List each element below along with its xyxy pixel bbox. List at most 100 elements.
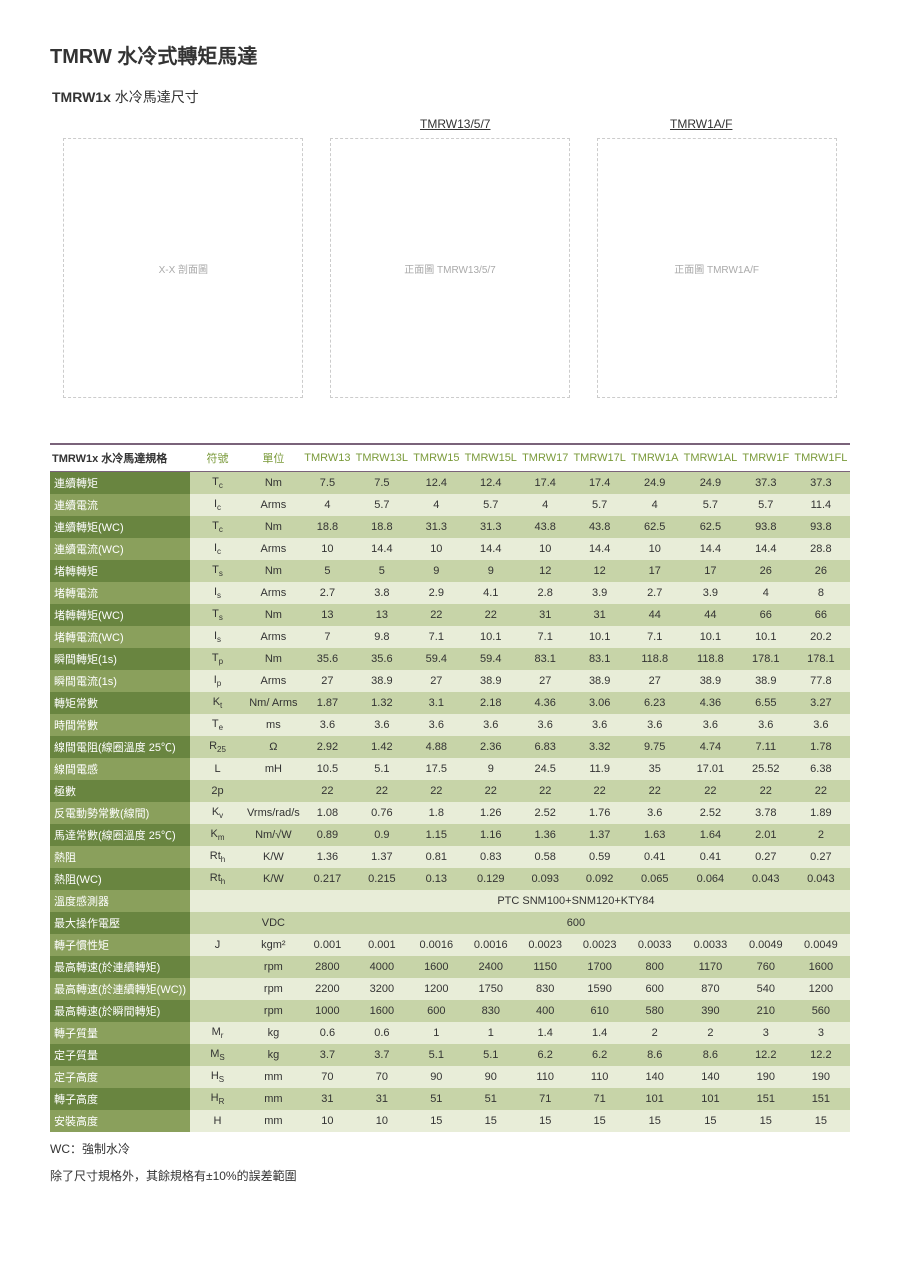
table-row: 反電動勢常數(線間)KvVrms/rad/s1.080.761.81.262.5… xyxy=(50,802,850,824)
diagram-2: 正面圖 TMRW13/5/7 xyxy=(330,138,570,398)
subtitle-code: TMRW1x xyxy=(52,89,111,105)
row-value: 5.7 xyxy=(681,494,740,516)
row-symbol: Te xyxy=(190,714,245,736)
row-value: 4.36 xyxy=(681,692,740,714)
row-value: 0.129 xyxy=(462,868,520,890)
row-label: 堵轉轉矩 xyxy=(50,560,190,582)
row-value: 151 xyxy=(792,1088,850,1110)
table-row: 轉子慣性矩Jkgm²0.0010.0010.00160.00160.00230.… xyxy=(50,934,850,956)
row-value: 9.8 xyxy=(353,626,411,648)
row-value: 7.11 xyxy=(740,736,792,758)
row-value: 3.6 xyxy=(302,714,353,736)
row-label: 堵轉轉矩(WC) xyxy=(50,604,190,626)
row-value: 22 xyxy=(520,780,571,802)
row-value: 0.59 xyxy=(571,846,629,868)
row-value: 5.7 xyxy=(462,494,520,516)
row-value: 6.83 xyxy=(520,736,571,758)
row-value: 15 xyxy=(520,1110,571,1132)
row-label: 堵轉電流 xyxy=(50,582,190,604)
row-label: 極數 xyxy=(50,780,190,802)
row-value: 3.6 xyxy=(520,714,571,736)
row-value: 12.2 xyxy=(792,1044,850,1066)
row-value: 0.0016 xyxy=(462,934,520,956)
row-value: 2.52 xyxy=(681,802,740,824)
row-value: 6.55 xyxy=(740,692,792,714)
row-value: 28.8 xyxy=(792,538,850,560)
row-value: 0.83 xyxy=(462,846,520,868)
row-symbol: Kt xyxy=(190,692,245,714)
diagram-1: X-X 剖面圖 xyxy=(63,138,303,398)
row-value: 59.4 xyxy=(411,648,462,670)
row-value: 1.78 xyxy=(792,736,850,758)
row-value: 540 xyxy=(740,978,792,1000)
row-value: 2400 xyxy=(462,956,520,978)
row-value: 12.4 xyxy=(462,472,520,495)
row-value: 27 xyxy=(411,670,462,692)
row-value: 0.0049 xyxy=(792,934,850,956)
row-value: 3.6 xyxy=(628,802,681,824)
row-value: 51 xyxy=(411,1088,462,1110)
row-value: 1600 xyxy=(792,956,850,978)
row-value: 14.4 xyxy=(462,538,520,560)
row-unit: kg xyxy=(245,1044,302,1066)
row-symbol: Ip xyxy=(190,670,245,692)
row-symbol: HR xyxy=(190,1088,245,1110)
row-value: 4.1 xyxy=(462,582,520,604)
row-value: 1.8 xyxy=(411,802,462,824)
row-value: 11.4 xyxy=(792,494,850,516)
row-value: 118.8 xyxy=(681,648,740,670)
col-m: TMRW13L xyxy=(353,444,411,472)
row-value: 22 xyxy=(353,780,411,802)
row-value: 3.6 xyxy=(740,714,792,736)
row-value: 0.0049 xyxy=(740,934,792,956)
row-value: 2.01 xyxy=(740,824,792,846)
row-unit: Vrms/rad/s xyxy=(245,802,302,824)
row-value: 22 xyxy=(740,780,792,802)
row-value: 43.8 xyxy=(520,516,571,538)
row-value: 4 xyxy=(411,494,462,516)
row-value: 1750 xyxy=(462,978,520,1000)
row-value: 15 xyxy=(628,1110,681,1132)
row-value: 2 xyxy=(681,1022,740,1044)
row-merged: PTC SNM100+SNM120+KTY84 xyxy=(302,890,850,912)
row-value: 190 xyxy=(740,1066,792,1088)
row-value: 610 xyxy=(571,1000,629,1022)
row-unit xyxy=(245,780,302,802)
row-value: 38.9 xyxy=(571,670,629,692)
row-value: 18.8 xyxy=(353,516,411,538)
row-value: 0.0033 xyxy=(681,934,740,956)
row-value: 3.8 xyxy=(353,582,411,604)
diagram-label-1: TMRW13/5/7 xyxy=(420,117,490,131)
row-value: 3.7 xyxy=(353,1044,411,1066)
row-value: 110 xyxy=(520,1066,571,1088)
row-unit: mm xyxy=(245,1088,302,1110)
row-value: 22 xyxy=(571,780,629,802)
row-value: 3.78 xyxy=(740,802,792,824)
row-value: 3.9 xyxy=(681,582,740,604)
row-label: 最高轉速(於瞬間轉矩) xyxy=(50,1000,190,1022)
row-unit: Nm xyxy=(245,648,302,670)
row-symbol: Km xyxy=(190,824,245,846)
row-value: 62.5 xyxy=(628,516,681,538)
row-value: 77.8 xyxy=(792,670,850,692)
row-label: 反電動勢常數(線間) xyxy=(50,802,190,824)
row-unit: Arms xyxy=(245,538,302,560)
col-symbol: 符號 xyxy=(190,444,245,472)
row-value: 0.217 xyxy=(302,868,353,890)
table-row: 線間電阻(線圈溫度 25℃)R25Ω2.921.424.882.366.833.… xyxy=(50,736,850,758)
row-symbol: Tc xyxy=(190,472,245,495)
subtitle: TMRW1x 水冷馬達尺寸 xyxy=(52,87,850,107)
row-value: 13 xyxy=(302,604,353,626)
row-value: 0.81 xyxy=(411,846,462,868)
row-value: 15 xyxy=(792,1110,850,1132)
row-label: 線間電感 xyxy=(50,758,190,780)
row-value: 2.36 xyxy=(462,736,520,758)
row-value: 1.76 xyxy=(571,802,629,824)
row-unit: mH xyxy=(245,758,302,780)
row-value: 0.89 xyxy=(302,824,353,846)
row-value: 2.8 xyxy=(520,582,571,604)
row-value: 10 xyxy=(302,1110,353,1132)
row-value: 3.32 xyxy=(571,736,629,758)
row-value: 90 xyxy=(462,1066,520,1088)
table-row: 連續轉矩(WC)TcNm18.818.831.331.343.843.862.5… xyxy=(50,516,850,538)
